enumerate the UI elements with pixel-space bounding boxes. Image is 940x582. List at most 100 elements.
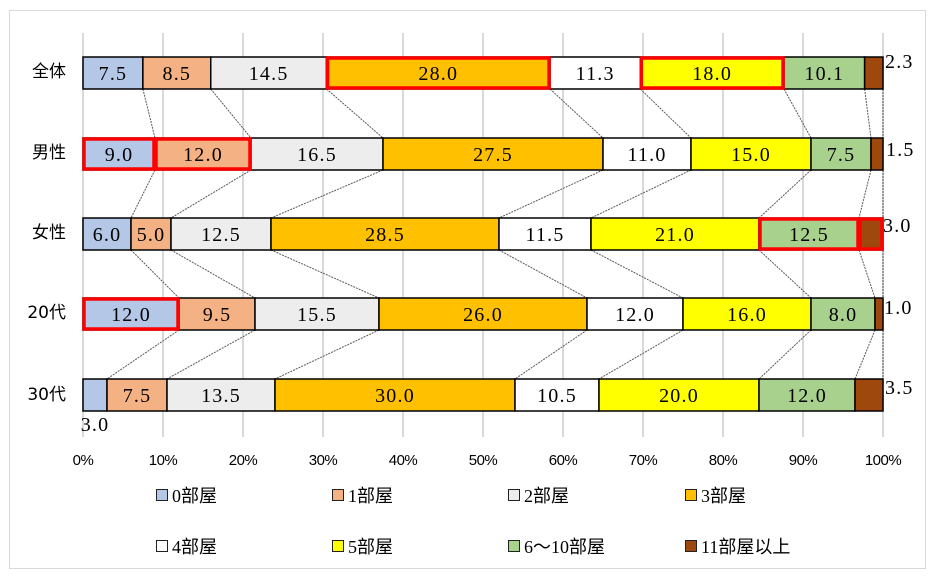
highlight-outline xyxy=(82,137,156,171)
data-label: 12.0 xyxy=(787,385,827,407)
bar-segment xyxy=(254,297,380,331)
bar-segment xyxy=(82,56,144,90)
x-tick-label: 10% xyxy=(148,452,178,469)
data-label: 12.0 xyxy=(183,144,223,166)
series-connector-line xyxy=(274,329,380,380)
legend-swatch-icon xyxy=(685,489,697,501)
legend-label: 3部屋 xyxy=(701,486,746,506)
data-label: 13.5 xyxy=(201,385,241,407)
data-label: 9.0 xyxy=(105,144,134,166)
data-label: 3.5 xyxy=(885,377,914,399)
bar-segment xyxy=(82,217,132,251)
bar-row-0 xyxy=(82,56,884,90)
bar-segment xyxy=(382,137,604,171)
legend-item-6-10-rooms: 6～10部屋 xyxy=(508,535,605,557)
data-label: 12.5 xyxy=(201,224,241,246)
series-connector-line xyxy=(590,249,684,299)
series-connector-line xyxy=(590,169,692,219)
bar-segment xyxy=(270,217,500,251)
category-label-female: 女性 xyxy=(32,223,66,243)
series-connector-line xyxy=(326,88,384,139)
legend-item-11-plus-rooms: 11部屋以上 xyxy=(685,535,790,557)
data-label: 7.5 xyxy=(827,144,856,166)
legend-item-2-rooms: 2部屋 xyxy=(508,484,569,506)
x-tick-label: 40% xyxy=(388,452,418,469)
legend-label: 11部屋以上 xyxy=(701,537,791,557)
legend-item-3-rooms: 3部屋 xyxy=(685,484,746,506)
legend-item-0-rooms: 0部屋 xyxy=(156,484,217,506)
series-connector-line xyxy=(783,88,812,139)
series-connector-line xyxy=(270,169,384,219)
legend-label: 4部屋 xyxy=(172,537,217,557)
bar-segment xyxy=(863,56,884,90)
data-label: 11.0 xyxy=(627,144,666,166)
data-label: 11.5 xyxy=(525,224,564,246)
series-connector-line xyxy=(170,249,256,299)
x-tick-label: 70% xyxy=(628,452,658,469)
data-label: 1.0 xyxy=(884,297,913,319)
data-label: 16.5 xyxy=(297,144,337,166)
bar-row-4 xyxy=(82,378,884,412)
legend-swatch-icon xyxy=(156,540,168,552)
series-connector-line xyxy=(106,329,180,380)
category-label-male: 男性 xyxy=(32,143,66,163)
data-label: 18.0 xyxy=(692,63,732,85)
x-tick-label: 100% xyxy=(864,452,902,469)
legend-item-4-rooms: 4部屋 xyxy=(156,535,217,557)
data-label: 30.0 xyxy=(375,385,415,407)
series-connector-line xyxy=(498,169,604,219)
data-label: 12.0 xyxy=(111,304,151,326)
legend-label: 1部屋 xyxy=(348,486,393,506)
x-tick-label: 50% xyxy=(468,452,498,469)
chart-frame xyxy=(9,10,926,569)
data-label: 7.5 xyxy=(123,385,152,407)
data-label: 8.0 xyxy=(829,304,858,326)
legend-swatch-icon xyxy=(332,540,344,552)
legend-item-1-room: 1部屋 xyxy=(332,484,393,506)
series-connector-line xyxy=(170,169,252,219)
data-label: 15.5 xyxy=(297,304,337,326)
series-connector-line xyxy=(858,249,876,299)
data-label: 6.0 xyxy=(93,224,122,246)
legend-swatch-icon xyxy=(685,540,697,552)
category-label-20s: 20代 xyxy=(27,303,66,323)
data-label: 28.5 xyxy=(365,224,405,246)
legend-label: 2部屋 xyxy=(524,486,569,506)
data-label: 27.5 xyxy=(473,144,513,166)
series-connector-line xyxy=(598,329,684,380)
bar-segment xyxy=(142,56,212,90)
data-label: 20.0 xyxy=(659,385,699,407)
data-label: 21.0 xyxy=(655,224,695,246)
series-connector-line xyxy=(166,329,256,380)
bar-segment xyxy=(178,297,256,331)
data-label: 3.0 xyxy=(883,215,912,237)
series-connector-line xyxy=(639,88,692,139)
series-connector-line xyxy=(758,169,812,219)
data-label: 12.0 xyxy=(615,304,655,326)
x-tick-label: 90% xyxy=(788,452,818,469)
data-label: 5.0 xyxy=(137,224,166,246)
bar-segment xyxy=(170,217,272,251)
highlight-outline xyxy=(639,56,785,90)
series-connector-line xyxy=(854,329,876,380)
bar-segment xyxy=(586,297,684,331)
bar-row-3 xyxy=(82,297,884,331)
data-label: 10.5 xyxy=(537,385,577,407)
data-label: 14.5 xyxy=(249,63,289,85)
data-label: 1.5 xyxy=(886,139,915,161)
series-connector-line xyxy=(270,249,380,299)
legend-label: 6～10部屋 xyxy=(524,537,605,557)
data-label: 26.0 xyxy=(463,304,503,326)
data-label: 8.5 xyxy=(163,63,192,85)
data-label: 9.5 xyxy=(203,304,232,326)
series-connector-line xyxy=(864,88,872,139)
highlight-outline xyxy=(858,217,884,251)
series-connector-line xyxy=(514,329,588,380)
data-label: 3.0 xyxy=(81,414,110,436)
highlight-outline xyxy=(325,56,551,90)
series-connector-line xyxy=(130,169,156,219)
bar-segment xyxy=(810,137,872,171)
bar-segment xyxy=(858,217,884,251)
x-tick-label: 60% xyxy=(548,452,578,469)
data-label: 12.5 xyxy=(789,224,829,246)
